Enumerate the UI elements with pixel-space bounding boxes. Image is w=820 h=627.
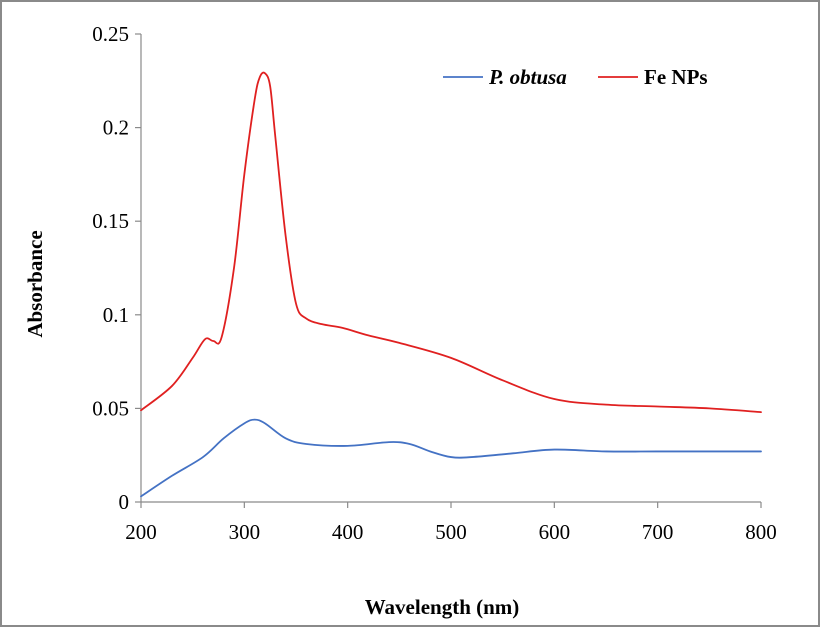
legend-item-fe-nps: Fe NPs	[598, 65, 708, 89]
x-tick-label: 400	[332, 520, 364, 544]
y-tick-label: 0.25	[92, 22, 129, 46]
x-tick-label: 500	[435, 520, 467, 544]
legend-item-p-obtusa: P. obtusa	[443, 65, 567, 89]
y-tick-label: 0.05	[92, 396, 129, 420]
axes	[135, 33, 762, 508]
x-tick-label: 700	[642, 520, 674, 544]
y-axis-title: Absorbance	[23, 230, 47, 337]
tick-labels: 0 0.05 0.1 0.15 0.2 0.25 200 300 400 500 600 700 800	[92, 22, 777, 544]
y-tick-label: 0.15	[92, 209, 129, 233]
series-line-p-obtusa	[140, 418, 762, 498]
y-tick-label: 0.2	[103, 116, 129, 140]
y-tick-label: 0	[119, 490, 130, 514]
series-line-fe-nps	[140, 71, 762, 414]
x-axis-title: Wavelength (nm)	[365, 595, 520, 619]
x-tick-label: 200	[125, 520, 157, 544]
x-tick-label: 800	[745, 520, 777, 544]
y-tick-label: 0.1	[103, 303, 129, 327]
x-tick-label: 300	[229, 520, 261, 544]
legend: P. obtusa Fe NPs	[443, 65, 708, 89]
legend-label: Fe NPs	[644, 65, 708, 89]
series-lines	[140, 71, 762, 498]
legend-label: P. obtusa	[488, 65, 567, 89]
x-tick-label: 600	[539, 520, 571, 544]
